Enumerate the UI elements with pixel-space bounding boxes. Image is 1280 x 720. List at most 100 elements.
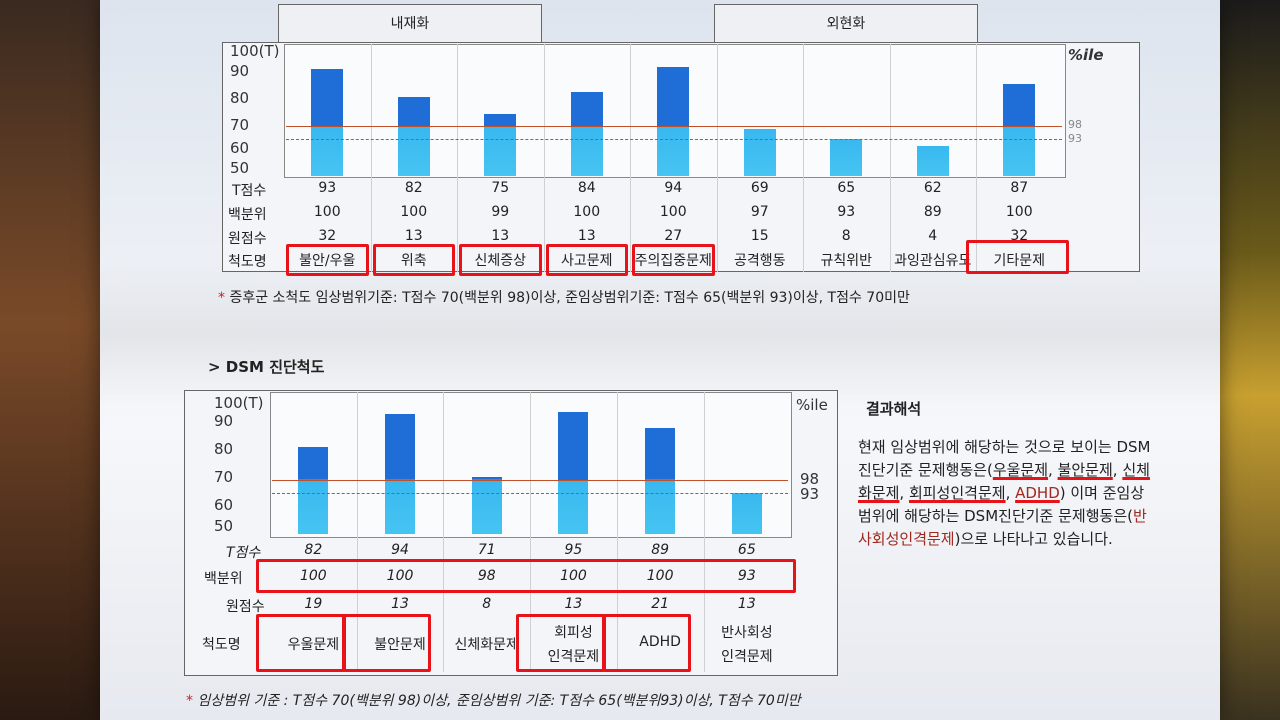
top-highlight-box	[632, 244, 715, 276]
interp-part-2: ) 이며 준임상범위에 해당하는 DSM진단기준 문제행동은(	[858, 484, 1145, 525]
top-y-label-100: 100(T)	[230, 42, 280, 60]
bottom-cell-raw: 8	[482, 596, 492, 612]
bottom-cell-t: 94	[391, 542, 409, 558]
bottom-footnote: * 임상범위 기준 : T점수 70(백분위 98)이상, 준임상범위 기준: …	[186, 690, 801, 710]
top-highlight-box	[545, 244, 628, 276]
bottom-row-label-raw: 원점수	[226, 599, 265, 615]
interp-part-3: )으로 나타나고 있습니다.	[954, 530, 1113, 548]
top-footnote-text: 증후군 소척도 임상범위기준: T점수 70(백분위 98)이상, 준임상범위기…	[229, 290, 910, 306]
bottom-ref-line-65	[272, 493, 788, 495]
top-scale-name: 규칙위반	[820, 253, 873, 269]
top-col-divider	[457, 44, 458, 272]
bottom-cell-pct: 100	[386, 568, 414, 584]
top-cell-raw: 13	[404, 228, 423, 244]
top-ref-label-93: 93	[1068, 132, 1082, 145]
interp-sep-2: ,	[1112, 461, 1123, 479]
top-scale-name: 불안/우울	[299, 253, 356, 269]
top-col-divider	[370, 44, 372, 272]
top-scale-name: 기타문제	[993, 253, 1046, 269]
top-bar-8	[1003, 84, 1036, 176]
bottom-scale-name: 불안문제	[374, 637, 426, 653]
top-highlight-box	[966, 240, 1069, 274]
top-ref-line-65	[286, 138, 1062, 140]
bottom-cell-pct: 93	[737, 568, 756, 584]
top-y-label-70: 70	[230, 116, 250, 134]
bottom-highlight-box	[342, 614, 432, 672]
bottom-col-divider	[443, 392, 445, 672]
top-bar-1	[397, 96, 430, 176]
bottom-cell-pct: 100	[560, 568, 587, 584]
bottom-cell-t: 82	[304, 542, 323, 558]
bottom-cell-raw: 13	[391, 596, 409, 612]
bottom-highlight-box	[256, 614, 345, 672]
top-bar-2	[484, 114, 517, 176]
bottom-cell-t: 89	[651, 542, 670, 558]
section-title: > DSM 진단척도	[208, 358, 325, 376]
top-y-label-90: 90	[230, 62, 250, 80]
top-cell-t: 82	[404, 180, 423, 196]
bottom-scale-name: 반사회성	[721, 625, 773, 641]
top-scale-name: 사고문제	[560, 253, 613, 269]
bottom-row-label-t: T점수	[226, 545, 261, 561]
bottom-scale-name-line2: 인격문제	[547, 649, 600, 665]
top-row-label-pct: 백분위	[228, 207, 267, 223]
bottom-row-label-name: 척도명	[202, 637, 241, 653]
top-cell-raw: 13	[577, 228, 596, 244]
top-scale-name: 신체증상	[474, 253, 527, 269]
top-bar-7	[916, 146, 949, 176]
bottom-col-divider	[703, 392, 705, 672]
bottom-y-label-50: 50	[214, 517, 234, 535]
top-row-label-raw: 원점수	[228, 231, 267, 247]
bottom-ref-line-70	[272, 479, 788, 481]
top-cell-pct: 89	[923, 204, 942, 220]
bottom-cell-pct: 100	[299, 568, 327, 584]
interp-sep-3: ,	[899, 484, 909, 502]
bottom-ref-label-98: 98	[800, 470, 820, 488]
bottom-cell-raw: 19	[304, 596, 323, 612]
bottom-y-label-70: 70	[214, 468, 234, 486]
top-cell-t: 62	[923, 180, 942, 196]
top-col-divider	[976, 44, 977, 272]
top-cell-pct: 97	[750, 204, 769, 220]
top-bar-3	[570, 91, 603, 176]
paper-fold	[100, 258, 1220, 408]
top-cell-pct: 93	[837, 204, 856, 220]
bottom-cell-t: 71	[477, 542, 496, 558]
group-header-externalizing: 외현화	[714, 4, 978, 43]
bottom-y-label-100: 100(T)	[214, 394, 264, 412]
top-cell-pct: 100	[573, 204, 601, 220]
group-header-internalizing: 내재화	[278, 4, 542, 43]
top-cell-raw: 4	[928, 228, 938, 244]
top-cell-raw: 27	[664, 228, 683, 244]
top-cell-t: 87	[1010, 180, 1029, 196]
top-highlight-box	[286, 244, 369, 276]
top-bar-4	[657, 66, 690, 176]
top-footnote: * 증후군 소척도 임상범위기준: T점수 70(백분위 98)이상, 준임상범…	[218, 287, 910, 307]
highlight-pct-row	[256, 559, 796, 593]
bottom-col-divider	[616, 392, 618, 672]
bottom-cell-t: 65	[737, 542, 756, 558]
top-y-label-60: 60	[230, 139, 250, 157]
top-cell-raw: 32	[318, 228, 337, 244]
interp-part-1: 현재 임상범위에 해당하는 것으로 보이는 DSM진단기준 문제행동은(	[858, 438, 1151, 479]
top-cell-raw: 13	[491, 228, 510, 244]
interp-highlight-somatic: 신체화문제	[858, 461, 1150, 502]
top-y-label-80: 80	[230, 89, 250, 107]
top-cell-pct: 100	[400, 204, 428, 220]
interp-highlight-adhd: ADHD	[1015, 484, 1060, 502]
top-col-divider	[803, 44, 804, 272]
top-cell-t: 84	[577, 180, 596, 196]
top-scale-name: 주의집중문제	[634, 253, 712, 269]
bottom-scale-name: ADHD	[639, 634, 681, 650]
bottom-row-label-pct: 백분위	[204, 571, 243, 587]
bottom-cell-pct: 100	[646, 568, 674, 584]
top-cell-t: 69	[750, 180, 769, 196]
interp-highlight-depression: 우울문제	[992, 461, 1049, 479]
top-col-divider	[716, 44, 718, 272]
top-cell-t: 94	[664, 180, 683, 196]
top-cell-raw: 8	[841, 228, 851, 244]
interpretation-text: 현재 임상범위에 해당하는 것으로 보이는 DSM진단기준 문제행동은(우울문제…	[858, 436, 1154, 551]
top-col-divider	[889, 44, 891, 272]
bottom-cell-pct: 98	[477, 568, 496, 584]
bottom-ref-label-93: 93	[800, 485, 820, 503]
